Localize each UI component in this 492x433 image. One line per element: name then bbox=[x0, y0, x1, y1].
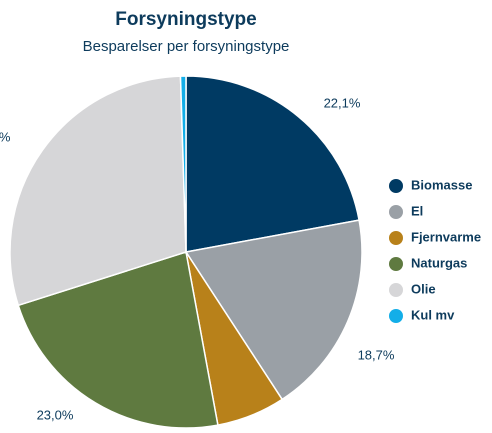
legend-label: Naturgas bbox=[411, 255, 467, 270]
pie-slice bbox=[9, 75, 187, 307]
pie-slice bbox=[179, 75, 187, 253]
value-label: 22,1% bbox=[324, 95, 361, 110]
value-label: 18,7% bbox=[358, 347, 395, 362]
legend-label: Kul mv bbox=[411, 307, 455, 322]
chart-subtitle: Besparelser per forsyningstype bbox=[83, 38, 290, 55]
legend-marker bbox=[389, 231, 403, 245]
legend-label: Olie bbox=[411, 281, 436, 296]
pie-slice bbox=[17, 251, 219, 429]
legend-label: Fjernvarme bbox=[411, 229, 481, 244]
legend-marker bbox=[389, 179, 403, 193]
pie-slice bbox=[185, 75, 360, 253]
pie-slice bbox=[184, 219, 363, 401]
chart-title: Forsyningstype bbox=[115, 9, 256, 30]
legend-marker bbox=[389, 205, 403, 219]
value-label: 29,4% bbox=[0, 129, 11, 144]
legend-label: El bbox=[411, 203, 423, 218]
legend-marker bbox=[389, 283, 403, 297]
legend-label: Biomasse bbox=[411, 177, 472, 192]
legend-marker bbox=[389, 257, 403, 271]
value-label: 23,0% bbox=[37, 407, 74, 422]
value-label: 6,3% bbox=[257, 431, 287, 433]
legend-marker bbox=[389, 309, 403, 323]
